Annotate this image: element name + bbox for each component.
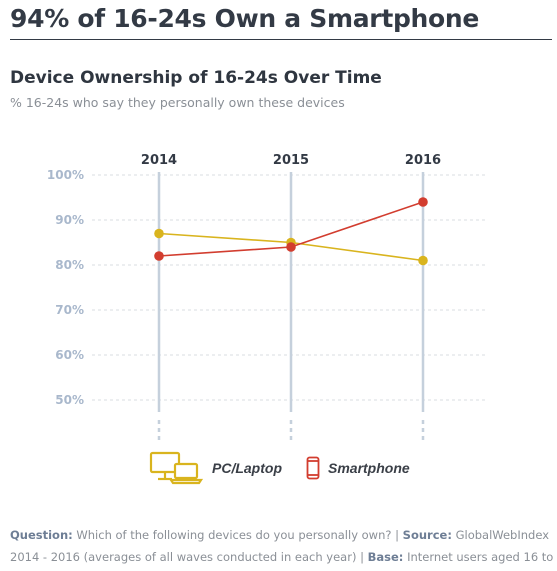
footer-source-note: Question: Which of the following devices… [10,524,557,568]
chart-title: Device Ownership of 16-24s Over Time [10,68,382,88]
headline-divider [10,39,552,40]
base-text: Internet users aged 16 to 24 [407,550,557,564]
smartphone-icon [306,456,320,480]
chart-legend: PC/Laptop Smartphone [0,448,557,498]
headline: 94% of 16-24s Own a Smartphone [10,4,480,33]
footer-separator: | [395,528,400,542]
pc-laptop-icon [149,451,204,485]
legend-label-smartphone: Smartphone [328,460,410,476]
source-text: GlobalWebIndex [455,528,550,542]
y-tick-label: 60% [55,348,84,362]
source-label: Source: [402,528,452,542]
legend-label-pc-laptop: PC/Laptop [212,460,282,476]
footer-separator-2: | [360,550,364,564]
data-point-pc-laptop [154,228,164,239]
y-tick-label: 50% [55,393,84,407]
data-point-smartphone [286,242,296,252]
data-point-pc-laptop [418,255,428,266]
x-tick-label: 2014 [141,153,177,168]
y-tick-label: 100% [47,168,84,182]
chart-subtitle: % 16-24s who say they personally own the… [10,95,345,110]
footer-line-1: Question: Which of the following devices… [10,524,555,546]
question-text: Which of the following devices do you pe… [76,528,392,542]
y-tick-label: 70% [55,303,84,317]
x-tick-label: 2015 [273,153,309,168]
legend-item-smartphone: Smartphone [306,448,410,488]
line-chart: 100% 90% 80% 70% 60% 50% 2014 2015 2016 [47,153,487,440]
data-point-smartphone [418,197,428,207]
x-tick-label: 2016 [405,153,441,168]
source-text-years: 2014 - 2016 (averages of all waves condu… [10,550,357,564]
base-label: Base: [367,550,404,564]
y-tick-label: 90% [55,213,84,227]
question-label: Question: [10,528,73,542]
legend-item-pc-laptop: PC/Laptop [148,448,282,488]
y-tick-label: 80% [55,258,84,272]
footer-line-2: 2014 - 2016 (averages of all waves condu… [10,546,557,568]
data-point-smartphone [154,251,164,261]
